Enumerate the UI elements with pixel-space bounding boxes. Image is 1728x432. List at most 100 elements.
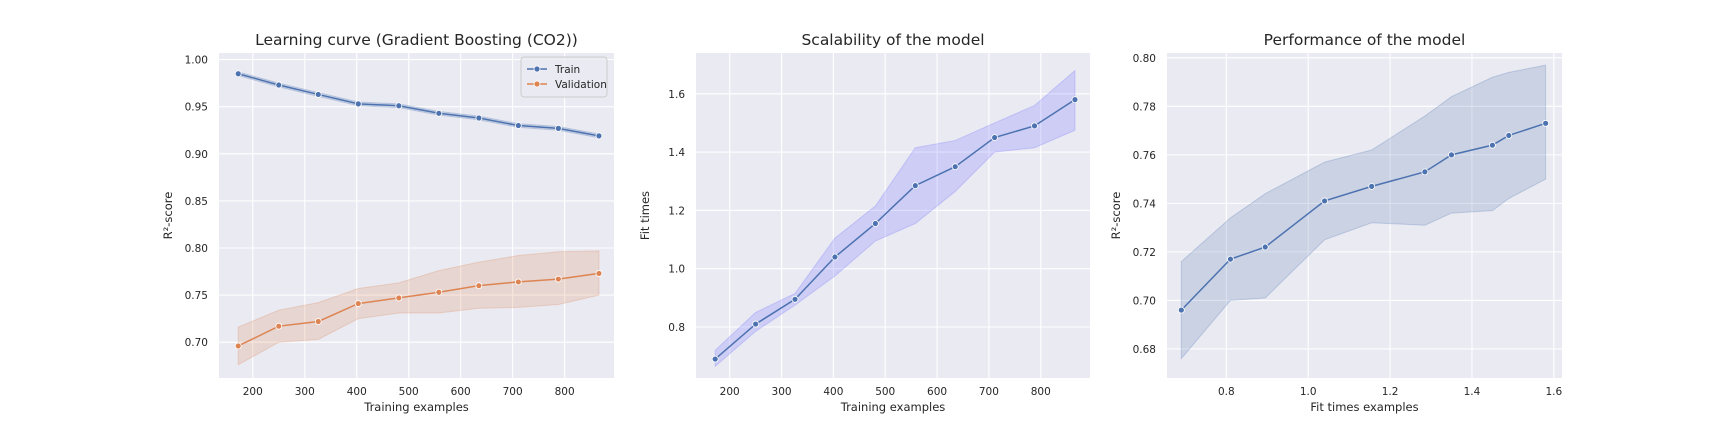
series-1-point bbox=[1071, 96, 1079, 104]
y-tick-label: 0.80 bbox=[1133, 53, 1156, 65]
y-tick-label: 0.78 bbox=[1133, 101, 1156, 113]
chart-panel-1: 200 300 400 500 600 700 800 0.70 0.75 0.80 0.85 0.9… bbox=[161, 31, 614, 414]
chart-title: Learning curve (Gradient Boosting (CO2)) bbox=[255, 31, 578, 49]
validation-point bbox=[314, 318, 322, 325]
x-axis-label: Training examples bbox=[840, 400, 946, 414]
series-1-point bbox=[1448, 151, 1455, 159]
x-tick-label: 400 bbox=[347, 386, 367, 398]
series-1-point bbox=[871, 220, 879, 227]
y-tick-label: 1.00 bbox=[185, 55, 208, 67]
series-1-point bbox=[1489, 141, 1496, 149]
chart-title: Scalability of the model bbox=[801, 31, 984, 49]
series-1-point bbox=[1177, 306, 1185, 314]
chart-title: Performance of the model bbox=[1264, 31, 1466, 49]
train-point bbox=[234, 70, 242, 78]
y-tick-label: 1.4 bbox=[668, 147, 685, 159]
y-tick-label: 0.72 bbox=[1133, 247, 1156, 259]
x-tick-label: 600 bbox=[451, 386, 471, 398]
series-1-point bbox=[791, 295, 799, 303]
y-tick-label: 1.6 bbox=[668, 89, 685, 101]
y-tick-label: 0.68 bbox=[1133, 344, 1156, 356]
chart-panel-2: 200 300 400 500 600 700 800 0.8 1.0 1.2 1.4 1.6 Scal… bbox=[638, 31, 1090, 414]
y-axis-label: R²-score bbox=[161, 192, 175, 240]
validation-point bbox=[595, 270, 603, 277]
legend-entry-train: Train bbox=[554, 64, 580, 76]
x-tick-label: 0.8 bbox=[1218, 386, 1235, 398]
y-tick-label: 0.85 bbox=[185, 196, 208, 208]
validation-point bbox=[395, 294, 403, 302]
y-tick-label: 0.90 bbox=[185, 149, 208, 161]
validation-point bbox=[354, 300, 362, 307]
y-tick-label: 0.70 bbox=[1133, 295, 1156, 307]
x-tick-label: 1.6 bbox=[1545, 386, 1562, 398]
validation-point bbox=[275, 322, 283, 330]
validation-point bbox=[475, 282, 483, 290]
series-1-point bbox=[991, 134, 999, 141]
x-tick-label: 700 bbox=[503, 386, 523, 398]
validation-line bbox=[237, 272, 600, 347]
validation-point bbox=[554, 275, 562, 283]
train-point bbox=[395, 102, 403, 110]
y-axis-label: R²-score bbox=[1109, 192, 1123, 240]
train-point bbox=[514, 122, 522, 129]
train-line bbox=[238, 72, 600, 137]
validation-point bbox=[234, 342, 242, 350]
validation-point bbox=[435, 288, 443, 296]
legend-marker bbox=[533, 80, 541, 88]
series-1-point bbox=[951, 163, 959, 171]
legend: Train Validation bbox=[520, 56, 608, 98]
series-1-point bbox=[911, 182, 919, 190]
series-1-point bbox=[1031, 122, 1038, 130]
train-point bbox=[554, 124, 562, 132]
series-1-line bbox=[1180, 122, 1546, 311]
validation-band bbox=[237, 250, 600, 366]
series-1-point bbox=[1261, 243, 1269, 251]
legend-marker bbox=[533, 65, 541, 73]
series-1-point bbox=[831, 253, 839, 261]
y-tick-label: 0.8 bbox=[668, 322, 685, 334]
x-tick-label: 1.2 bbox=[1382, 386, 1399, 398]
y-tick-label: 1.2 bbox=[668, 205, 685, 217]
series-1-point bbox=[1227, 255, 1234, 263]
x-axis-label: Training examples bbox=[363, 400, 469, 414]
series-1-point bbox=[1505, 132, 1513, 139]
series-1-point bbox=[1542, 119, 1550, 127]
x-tick-label: 300 bbox=[295, 386, 315, 398]
x-tick-label: 200 bbox=[243, 386, 263, 398]
series-1-line bbox=[714, 99, 1076, 360]
y-tick-label: 0.75 bbox=[185, 290, 208, 302]
train-point bbox=[354, 100, 362, 108]
series-1-point bbox=[1421, 168, 1429, 176]
x-tick-label: 500 bbox=[875, 386, 895, 398]
y-tick-label: 0.95 bbox=[185, 102, 208, 114]
train-point bbox=[595, 132, 603, 140]
x-tick-label: 200 bbox=[720, 386, 740, 398]
chart-panel-3: 0.8 1.0 1.2 1.4 1.6 0.68 0.70 0.72 0.74 0.76 0.78 0… bbox=[1109, 31, 1562, 414]
x-tick-label: 500 bbox=[399, 386, 419, 398]
train-point bbox=[475, 114, 483, 122]
legend-box bbox=[520, 56, 608, 98]
y-tick-label: 0.74 bbox=[1133, 198, 1157, 210]
train-point bbox=[275, 81, 283, 89]
x-tick-label: 800 bbox=[1031, 386, 1051, 398]
series-1-point bbox=[711, 355, 719, 363]
x-tick-label: 300 bbox=[772, 386, 792, 398]
x-axis-label: Fit times examples bbox=[1310, 400, 1418, 414]
train-point bbox=[435, 109, 443, 117]
x-tick-label: 1.4 bbox=[1464, 386, 1481, 398]
y-tick-label: 0.76 bbox=[1133, 150, 1157, 162]
x-tick-label: 600 bbox=[927, 386, 947, 398]
legend-entry-validation: Validation bbox=[555, 79, 607, 91]
x-tick-label: 400 bbox=[823, 386, 843, 398]
x-tick-label: 700 bbox=[979, 386, 999, 398]
y-tick-label: 1.0 bbox=[668, 264, 685, 276]
y-tick-label: 0.80 bbox=[185, 243, 208, 255]
x-tick-label: 800 bbox=[555, 386, 575, 398]
train-point bbox=[314, 91, 322, 98]
validation-point bbox=[514, 278, 522, 286]
series-1-point bbox=[752, 320, 760, 328]
series-1-point bbox=[1321, 197, 1328, 205]
x-tick-label: 1.0 bbox=[1300, 386, 1317, 398]
y-axis-label: Fit times bbox=[638, 191, 652, 240]
